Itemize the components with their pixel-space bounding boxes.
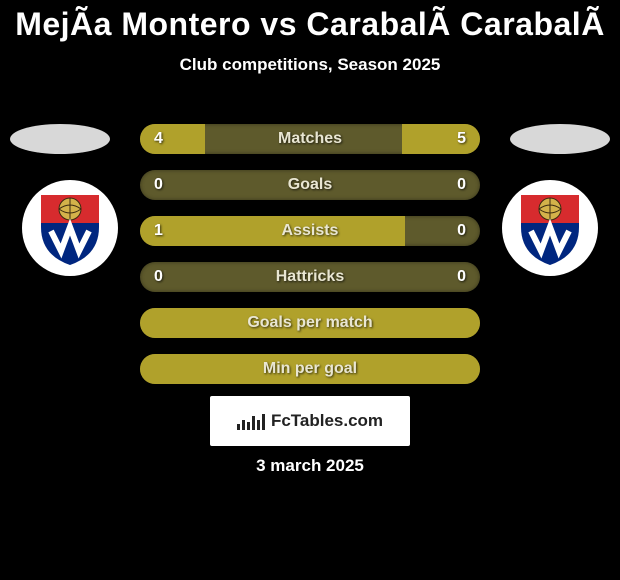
bar-left-fill	[140, 308, 480, 338]
shield-icon	[37, 189, 103, 267]
bar-value-left: 0	[154, 170, 163, 200]
team-logo-left	[22, 180, 118, 276]
bar-chart-icon	[237, 412, 265, 430]
stat-bar: Assists10	[140, 216, 480, 246]
team-logo-right	[502, 180, 598, 276]
flag-left	[10, 124, 110, 154]
bar-left-fill	[140, 216, 405, 246]
comparison-card: MejÃa Montero vs CarabalÃ CarabalÃ Club …	[0, 0, 620, 580]
stat-bar: Hattricks0 0	[140, 262, 480, 292]
bar-right-fill	[402, 124, 480, 154]
bar-value-right: 0	[457, 170, 466, 200]
fctables-label: FcTables.com	[271, 411, 383, 431]
stat-bar: Matches45	[140, 124, 480, 154]
bar-left-fill	[140, 354, 480, 384]
flag-right	[510, 124, 610, 154]
bar-value-right: 0	[457, 262, 466, 292]
stat-bar: Goals0 0	[140, 170, 480, 200]
stat-bar: Min per goal	[140, 354, 480, 384]
subtitle: Club competitions, Season 2025	[0, 55, 620, 75]
bar-left-fill	[140, 124, 205, 154]
date-label: 3 march 2025	[0, 456, 620, 476]
fctables-badge: FcTables.com	[210, 396, 410, 446]
shield-icon	[517, 189, 583, 267]
bar-value-right: 0	[457, 216, 466, 246]
bar-label: Goals	[140, 170, 480, 200]
stat-bars: Matches45Goals00Assists10Hattricks00Goal…	[140, 124, 480, 384]
bar-label: Hattricks	[140, 262, 480, 292]
stat-bar: Goals per match	[140, 308, 480, 338]
bar-value-left: 0	[154, 262, 163, 292]
page-title: MejÃa Montero vs CarabalÃ CarabalÃ	[0, 6, 620, 43]
